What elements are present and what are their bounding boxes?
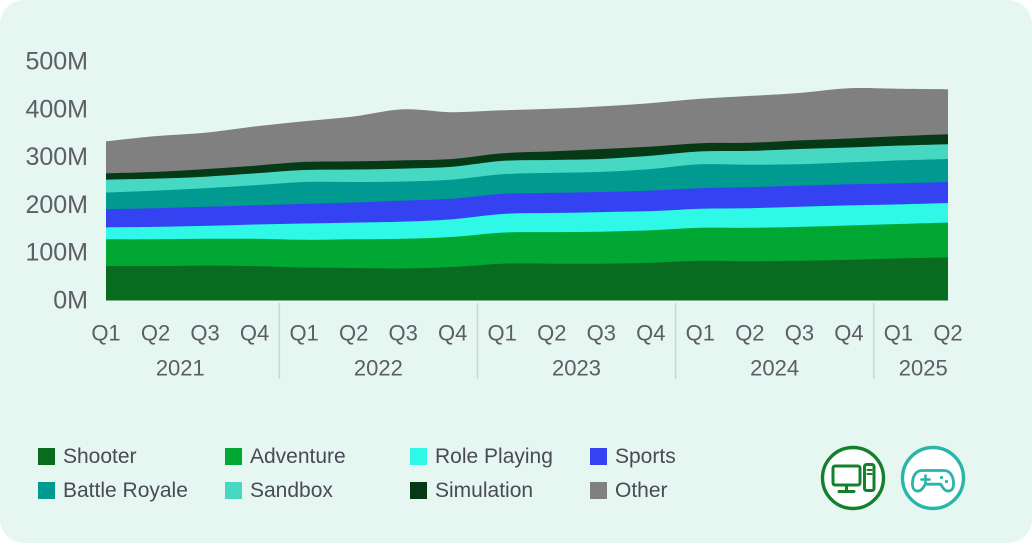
x-axis-year-label: 2024	[750, 356, 799, 381]
legend-label: Adventure	[250, 444, 346, 468]
y-axis-tick-label: 300M	[25, 143, 88, 171]
legend-swatch	[38, 481, 55, 499]
legend-swatch	[225, 447, 242, 465]
legend-label: Role Playing	[435, 444, 553, 468]
y-axis-tick-label: 100M	[25, 239, 88, 267]
legend-label: Shooter	[63, 444, 137, 468]
y-axis-tick-label: 400M	[25, 95, 88, 123]
x-axis-quarter-label: Q2	[735, 321, 764, 346]
x-axis-quarter-label: Q3	[785, 321, 814, 346]
x-axis-quarter-label: Q2	[933, 321, 962, 346]
x-axis-quarter-label: Q4	[438, 321, 467, 346]
x-axis-year-label: 2025	[899, 356, 948, 381]
legend-swatch	[410, 481, 427, 499]
desktop-pc-icon[interactable]	[818, 443, 888, 513]
x-axis-quarter-label: Q1	[289, 321, 318, 346]
legend-label: Simulation	[435, 478, 534, 502]
legend-item-sandbox[interactable]: Sandbox	[225, 480, 410, 501]
x-axis-year-label: 2023	[552, 356, 601, 381]
chart-legend: Shooter Adventure Role Playing Sports Ba…	[38, 444, 760, 502]
x-axis-quarter-label: Q2	[537, 321, 566, 346]
gamepad-icon[interactable]	[898, 443, 968, 513]
legend-item-sports[interactable]: Sports	[590, 446, 760, 467]
legend-label: Other	[615, 478, 668, 502]
y-axis-tick-label: 500M	[25, 48, 88, 76]
platform-toggle-group	[818, 443, 968, 513]
x-axis-quarter-label: Q1	[884, 321, 913, 346]
y-axis-tick-label: 0M	[53, 287, 88, 315]
legend-item-other[interactable]: Other	[590, 480, 760, 501]
x-axis-quarter-label: Q3	[587, 321, 616, 346]
legend-item-role-playing[interactable]: Role Playing	[410, 446, 590, 467]
area-layer-shooter	[106, 257, 948, 301]
legend-swatch	[590, 447, 607, 465]
x-axis-quarter-label: Q1	[488, 321, 517, 346]
legend-label: Sports	[615, 444, 676, 468]
y-axis-tick-label: 200M	[25, 191, 88, 219]
legend-swatch	[590, 481, 607, 499]
legend-swatch	[225, 481, 242, 499]
x-axis-year-label: 2021	[156, 356, 205, 381]
legend-label: Battle Royale	[63, 478, 188, 502]
x-axis-quarter-label: Q4	[636, 321, 665, 346]
x-axis-quarter-label: Q3	[388, 321, 417, 346]
x-axis-quarter-label: Q4	[240, 321, 269, 346]
legend-item-adventure[interactable]: Adventure	[225, 446, 410, 467]
x-axis-quarter-label: Q2	[141, 321, 170, 346]
legend-label: Sandbox	[250, 478, 333, 502]
x-axis-year-label: 2022	[354, 356, 403, 381]
x-axis-quarter-label: Q1	[91, 321, 120, 346]
legend-item-shooter[interactable]: Shooter	[38, 446, 225, 467]
x-axis-quarter-label: Q3	[190, 321, 219, 346]
legend-item-battle-royale[interactable]: Battle Royale	[38, 480, 225, 501]
x-axis-quarter-label: Q1	[686, 321, 715, 346]
legend-item-simulation[interactable]: Simulation	[410, 480, 590, 501]
x-axis-quarter-label: Q4	[834, 321, 863, 346]
x-axis-quarter-label: Q2	[339, 321, 368, 346]
legend-swatch	[410, 447, 427, 465]
legend-swatch	[38, 447, 55, 465]
